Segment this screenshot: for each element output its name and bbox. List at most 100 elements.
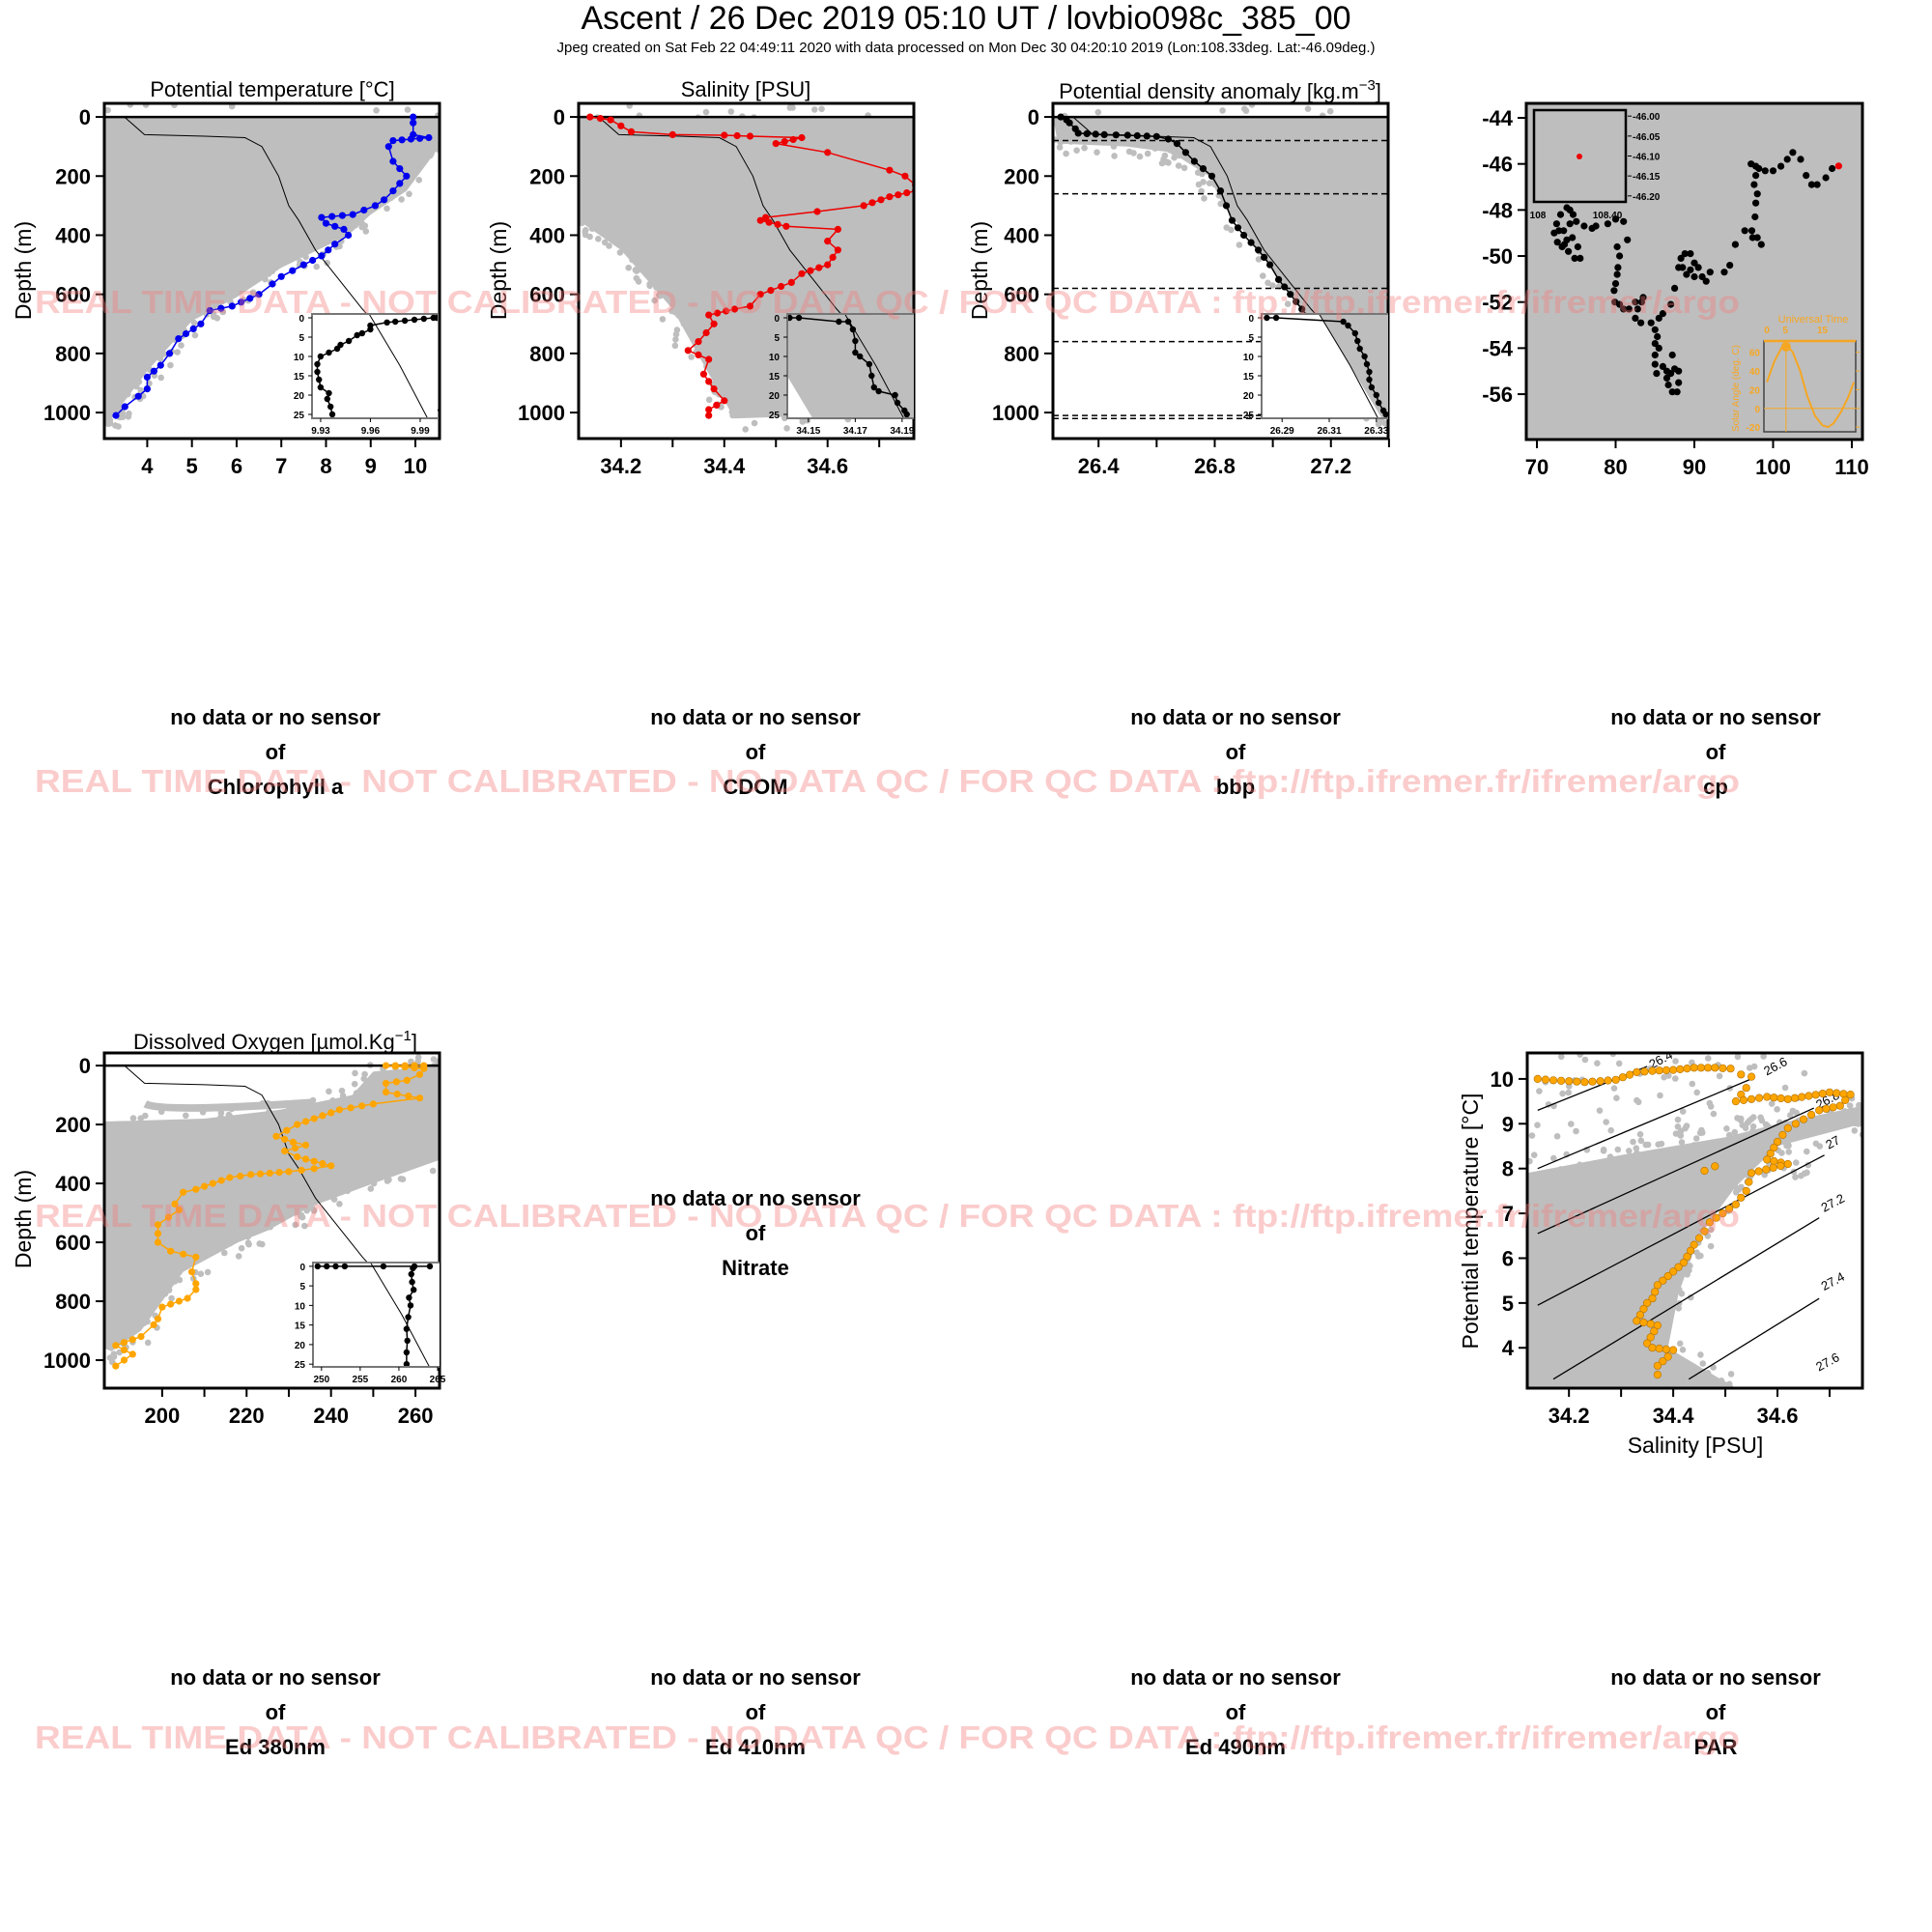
ts-profile-point xyxy=(1653,1370,1662,1379)
ts-profile-point xyxy=(1791,1120,1800,1128)
dens-climatology-point xyxy=(1394,112,1401,119)
ts-climatology-point xyxy=(1727,1182,1734,1189)
temp-profile-point xyxy=(143,373,151,381)
ts-climatology-point xyxy=(1634,1150,1640,1156)
ts-profile-point xyxy=(1588,1077,1597,1086)
dens-climatology-point xyxy=(1217,200,1224,208)
oxy-inset-xtick-label: 255 xyxy=(353,1375,369,1385)
no-data-line1: no data or no sensor xyxy=(1130,1665,1341,1690)
temp-climatology-point xyxy=(415,177,423,184)
ts-climatology-point xyxy=(1565,1089,1572,1096)
watermark-row4: REAL TIME DATA - NOT CALIBRATED - NO DAT… xyxy=(35,1719,1740,1755)
map-track-point xyxy=(1731,241,1739,248)
oxy-climatology-point xyxy=(96,1125,102,1132)
map-ytick-label: -48 xyxy=(1482,198,1513,222)
ts-climatology-point xyxy=(1737,1115,1745,1122)
dens-climatology-point xyxy=(1054,120,1061,128)
dens-ytick-label: 600 xyxy=(1004,283,1039,307)
ts-climatology-point xyxy=(1693,1089,1700,1096)
dens-climatology-point xyxy=(1185,144,1193,152)
ts-climatology-point xyxy=(1528,1132,1536,1139)
sal-climatology-point xyxy=(653,284,660,291)
map-track-point xyxy=(1651,326,1659,333)
sal-profile-point xyxy=(733,131,741,140)
ts-climatology-point xyxy=(1630,1138,1636,1146)
ts-climatology-point xyxy=(1636,1130,1644,1138)
dens-profile-point xyxy=(1275,275,1283,283)
oxy-profile-point xyxy=(327,1162,335,1170)
ts-climatology-point xyxy=(1757,1114,1764,1122)
map-track-point xyxy=(1829,164,1836,173)
salinity-ylabel: Depth (m) xyxy=(486,221,511,320)
ts-profile-point xyxy=(1790,1094,1800,1102)
solar-ytick-label: 0 xyxy=(1754,405,1760,415)
sal-profile-point xyxy=(705,406,713,413)
temp-climatology-point xyxy=(363,119,371,126)
ts-profile-point xyxy=(1639,1318,1648,1327)
ts-climatology-point xyxy=(1751,1158,1758,1166)
density-title-sup: −3 xyxy=(1359,77,1376,94)
sal-climatology-point xyxy=(727,389,734,397)
sal-climatology-point xyxy=(683,312,690,320)
sal-profile-point xyxy=(723,307,730,315)
oxy-climatology-point xyxy=(171,1121,178,1128)
no-data-chlorophyll: no data or no sensor of Chlorophyll a xyxy=(170,705,381,799)
oxygen-title-text: Dissolved Oxygen [µmol.Kg xyxy=(133,1030,395,1054)
ts-profile-point xyxy=(1662,1345,1670,1353)
solar-ytick-label: 20 xyxy=(1749,385,1761,396)
sal-climatology-point xyxy=(585,139,592,146)
temp-climatology-point xyxy=(138,370,145,377)
oxy-climatology-point xyxy=(94,1292,100,1298)
temp-climatology-point xyxy=(387,194,395,201)
ts-ytick-label: 5 xyxy=(1502,1292,1514,1316)
ts-profile-point xyxy=(1565,1077,1574,1086)
ts-profile-point xyxy=(1655,1344,1663,1353)
ts-profile-point xyxy=(1766,1150,1775,1158)
dens-profile-point xyxy=(1281,283,1289,291)
map-track-point xyxy=(1610,287,1618,295)
temp-profile-point xyxy=(328,213,336,220)
ts-climatology-point xyxy=(1697,1252,1704,1260)
temp-panel-title: Potential temperature [°C] xyxy=(150,77,394,101)
ts-climatology-point xyxy=(1579,1167,1586,1174)
ts-climatology-point xyxy=(1531,1367,1538,1375)
no-data-ed380: no data or no sensor of Ed 380nm xyxy=(170,1665,381,1759)
oxy-profile-point xyxy=(283,1126,291,1134)
temp-xtick-label: 5 xyxy=(186,454,198,478)
oxy-inset-ytick-label: 20 xyxy=(295,1341,306,1351)
temp-climatology-point xyxy=(104,209,111,215)
oxy-profile-point xyxy=(158,1303,166,1311)
dens-climatology-point xyxy=(1201,195,1208,202)
ts-profile-point xyxy=(1580,1078,1589,1087)
map-track-point xyxy=(1553,239,1561,246)
temp-profile-point xyxy=(318,252,326,260)
oxy-inset-profile-point xyxy=(411,1287,417,1293)
ts-ylabel: Potential temperature [°C] xyxy=(1458,1094,1483,1350)
ts-climatology-point xyxy=(1677,1132,1685,1139)
oxy-profile-point xyxy=(411,1064,418,1071)
temp-inset-ytick-label: 5 xyxy=(298,333,304,344)
ts-climatology-point xyxy=(1565,1165,1572,1173)
ts-climatology-point xyxy=(1856,1101,1862,1109)
oxy-climatology-point xyxy=(176,1264,183,1271)
ts-profile-point xyxy=(1841,1095,1850,1104)
ts-climatology-point xyxy=(1689,1080,1696,1088)
dens-climatology-point xyxy=(1379,195,1386,203)
dens-inset-xtick-label: 26.33 xyxy=(1364,426,1388,437)
temp-profile-point xyxy=(425,133,433,142)
ts-profile-point xyxy=(1648,1344,1657,1352)
ts-profile-point xyxy=(1773,1137,1782,1146)
ts-climatology-point xyxy=(1596,1107,1604,1114)
dens-xtick-label: 26.8 xyxy=(1194,454,1236,478)
sal-inset-profile-point xyxy=(787,314,793,322)
sal-inset-plot xyxy=(787,313,914,418)
oxy-profile-point xyxy=(120,1339,128,1347)
map-track-point xyxy=(1694,264,1702,271)
ts-climatology-point xyxy=(1623,1162,1631,1170)
sal-profile-point xyxy=(868,199,876,207)
temp-climatology-point xyxy=(104,420,112,428)
ts-climatology-point xyxy=(1679,1108,1687,1115)
oxy-climatology-point xyxy=(129,1115,137,1122)
temp-inset-profile-point xyxy=(345,337,353,345)
oxy-climatology-point xyxy=(426,1099,434,1106)
